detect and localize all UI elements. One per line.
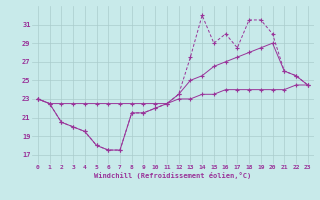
X-axis label: Windchill (Refroidissement éolien,°C): Windchill (Refroidissement éolien,°C) [94, 172, 252, 179]
